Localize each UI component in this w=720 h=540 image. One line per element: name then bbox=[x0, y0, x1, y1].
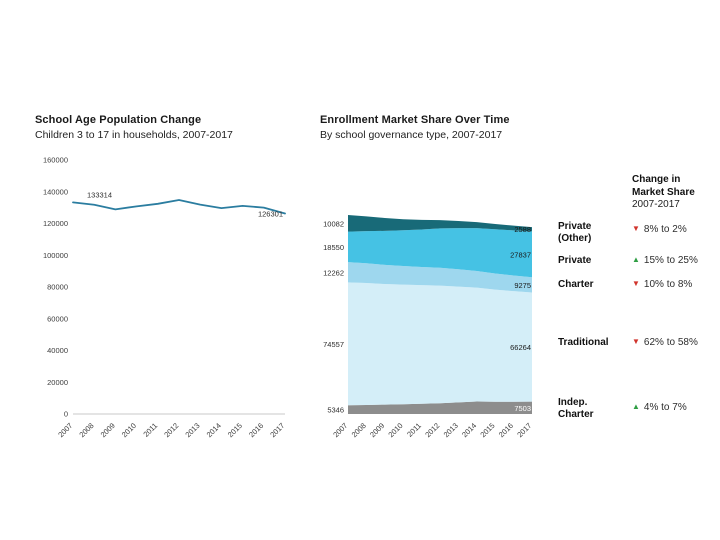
series-end-value-label: 9275 bbox=[514, 281, 531, 290]
series-start-value-label: 5346 bbox=[327, 406, 344, 415]
series-end-value-label: 2588 bbox=[514, 225, 531, 234]
legend-item-indep-charter: Indep. Charter bbox=[558, 397, 594, 420]
change-entry-private-other: ▼ 8% to 2% bbox=[632, 224, 687, 235]
y-axis-tick-label: 120000 bbox=[43, 219, 68, 228]
population-chart-subtitle: Children 3 to 17 in households, 2007-201… bbox=[35, 129, 233, 141]
legend-item-private: Private bbox=[558, 255, 592, 266]
change-value: 4% to 7% bbox=[643, 402, 687, 413]
x-axis-tick-label: 2015 bbox=[478, 421, 496, 439]
up-triangle-icon: ▲ bbox=[632, 255, 640, 264]
legend-item-traditional: Traditional bbox=[558, 337, 609, 348]
x-axis-tick-label: 2016 bbox=[247, 421, 265, 439]
change-value: 10% to 8% bbox=[643, 279, 693, 290]
x-axis-tick-label: 2007 bbox=[331, 421, 349, 439]
enrollment-chart-title: Enrollment Market Share Over Time bbox=[320, 114, 510, 126]
x-axis-tick-label: 2011 bbox=[405, 421, 423, 439]
down-triangle-icon: ▼ bbox=[632, 337, 640, 346]
population-line bbox=[72, 199, 286, 215]
x-axis-tick-label: 2013 bbox=[183, 421, 201, 439]
legend-item-private-other: Private (Other) bbox=[558, 221, 592, 244]
y-axis-tick-label: 80000 bbox=[47, 283, 68, 292]
x-axis-tick-label: 2010 bbox=[120, 421, 138, 439]
change-entry-charter: ▼ 10% to 8% bbox=[632, 279, 692, 290]
area-band-4 bbox=[348, 215, 532, 232]
series-start-value-label: 10082 bbox=[323, 219, 344, 228]
change-entry-indep-charter: ▲ 4% to 7% bbox=[632, 402, 687, 413]
series-end-value-label: 7503 bbox=[514, 404, 531, 413]
down-triangle-icon: ▼ bbox=[632, 279, 640, 288]
population-chart-title: School Age Population Change bbox=[35, 114, 202, 126]
down-triangle-icon: ▼ bbox=[632, 224, 640, 233]
x-axis-tick-label: 2017 bbox=[268, 421, 286, 439]
last-value-label: 126301 bbox=[258, 209, 283, 218]
change-value: 15% to 25% bbox=[643, 255, 698, 266]
y-axis-tick-label: 140000 bbox=[43, 187, 68, 196]
x-axis-tick-label: 2017 bbox=[515, 421, 533, 439]
area-band-2 bbox=[348, 262, 532, 293]
y-axis-tick-label: 40000 bbox=[47, 346, 68, 355]
y-axis-tick-label: 20000 bbox=[47, 378, 68, 387]
area-band-0 bbox=[348, 401, 532, 414]
change-value: 62% to 58% bbox=[643, 337, 698, 348]
x-axis-tick-label: 2011 bbox=[141, 421, 159, 439]
y-axis-tick-label: 0 bbox=[64, 410, 68, 419]
x-axis-tick-label: 2012 bbox=[162, 421, 180, 439]
population-line-chart: 0 20000 40000 60000 80000 100000 120000 140000 1… bbox=[43, 156, 286, 440]
enrollment-chart-subtitle: By school governance type, 2007-2017 bbox=[320, 129, 503, 141]
x-axis-tick-label: 2014 bbox=[205, 421, 223, 439]
x-axis-tick-label: 2012 bbox=[423, 421, 441, 439]
change-column-header: Change in Market Share 2007-2017 bbox=[632, 174, 698, 212]
series-start-value-label: 74557 bbox=[323, 340, 344, 349]
area-band-3 bbox=[348, 228, 532, 278]
y-axis-tick-label: 60000 bbox=[47, 314, 68, 323]
x-axis-tick-label: 2010 bbox=[386, 421, 404, 439]
change-entry-private: ▲ 15% to 25% bbox=[632, 255, 698, 266]
change-header-title: Change in Market Share bbox=[632, 174, 695, 198]
x-axis-tick-label: 2007 bbox=[56, 421, 74, 439]
x-axis-tick-label: 2014 bbox=[460, 421, 478, 439]
enrollment-area-chart: 5346 7503 74557 66264 12262 9275 18550 27837 100… bbox=[323, 215, 533, 439]
series-end-value-label: 66264 bbox=[510, 343, 531, 352]
x-axis-tick-label: 2009 bbox=[99, 421, 117, 439]
y-axis-tick-label: 100000 bbox=[43, 251, 68, 260]
x-axis-tick-label: 2008 bbox=[350, 421, 368, 439]
series-start-value-label: 12262 bbox=[323, 268, 344, 277]
x-axis-tick-label: 2015 bbox=[226, 421, 244, 439]
y-axis-tick-label: 160000 bbox=[43, 156, 68, 165]
series-start-value-label: 18550 bbox=[323, 243, 344, 252]
area-band-1 bbox=[348, 282, 532, 406]
change-header-period: 2007-2017 bbox=[632, 199, 680, 210]
series-end-value-label: 27837 bbox=[510, 250, 531, 259]
change-entry-traditional: ▼ 62% to 58% bbox=[632, 337, 698, 348]
legend-item-charter: Charter bbox=[558, 279, 594, 290]
up-triangle-icon: ▲ bbox=[632, 402, 640, 411]
first-value-label: 133314 bbox=[87, 190, 112, 199]
x-axis-tick-label: 2016 bbox=[497, 421, 515, 439]
x-axis-tick-label: 2008 bbox=[77, 421, 95, 439]
x-axis-tick-label: 2009 bbox=[368, 421, 386, 439]
x-axis-tick-label: 2013 bbox=[442, 421, 460, 439]
change-value: 8% to 2% bbox=[643, 224, 687, 235]
